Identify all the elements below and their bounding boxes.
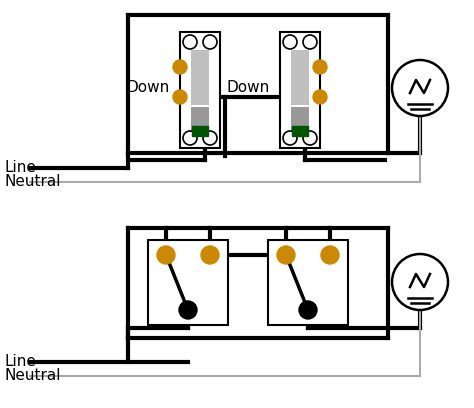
Circle shape (173, 90, 187, 104)
Text: Down: Down (227, 80, 270, 95)
Bar (291, 107, 309, 132)
Bar (180, 32, 220, 148)
Text: Line: Line (5, 355, 37, 370)
Text: Neutral: Neutral (5, 175, 62, 189)
Circle shape (321, 246, 339, 264)
Bar (280, 32, 320, 148)
Circle shape (313, 90, 327, 104)
Text: Line: Line (5, 160, 37, 175)
Text: Neutral: Neutral (5, 368, 62, 384)
Circle shape (283, 35, 297, 49)
Circle shape (183, 131, 197, 145)
Circle shape (203, 35, 217, 49)
Circle shape (203, 131, 217, 145)
Circle shape (157, 246, 175, 264)
Circle shape (277, 246, 295, 264)
Bar (148, 240, 228, 325)
Circle shape (392, 254, 448, 310)
Circle shape (179, 301, 197, 319)
Circle shape (201, 246, 219, 264)
Bar (291, 50, 309, 105)
Circle shape (303, 35, 317, 49)
Text: Down: Down (127, 80, 170, 95)
Circle shape (283, 131, 297, 145)
Circle shape (313, 60, 327, 74)
Circle shape (392, 60, 448, 116)
Bar (191, 50, 209, 105)
Bar (268, 240, 348, 325)
Circle shape (299, 301, 317, 319)
Circle shape (173, 60, 187, 74)
Circle shape (183, 35, 197, 49)
Circle shape (303, 131, 317, 145)
Bar (191, 107, 209, 132)
Bar (292, 126, 308, 136)
Bar (192, 126, 208, 136)
